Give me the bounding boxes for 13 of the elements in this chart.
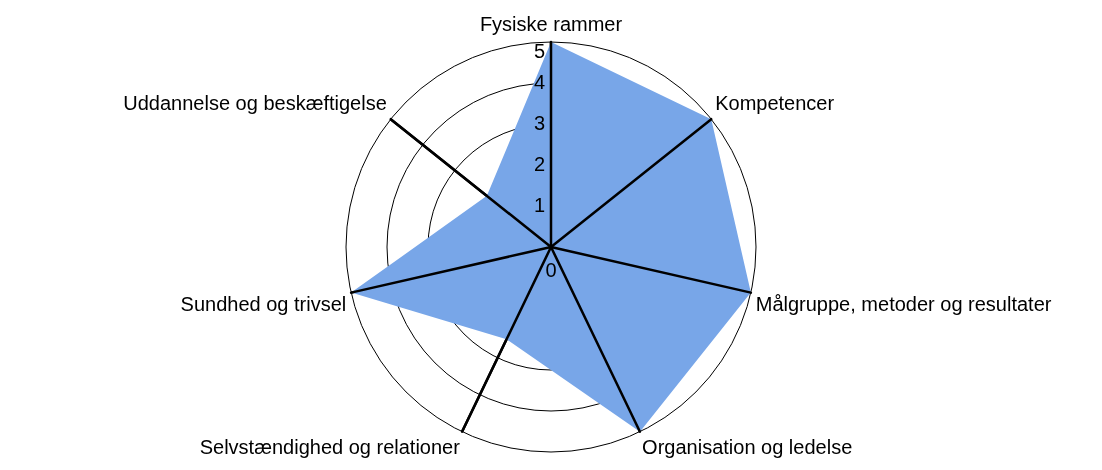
spoke-label: Uddannelse og beskæftigelse [123, 91, 387, 114]
y-tick-label: 1 [533, 193, 545, 216]
spoke-label: Organisation og ledelse [642, 435, 853, 458]
spoke-label: Sundhed og trivsel [180, 293, 347, 316]
spoke-label: Fysiske rammer [479, 12, 623, 35]
y-tick-label: 4 [533, 70, 545, 93]
y-tick-label: 2 [533, 152, 545, 175]
y-tick-label: 5 [533, 39, 545, 62]
y-tick-label: 0 [545, 258, 557, 281]
spoke-label: Selvstændighed og relationer [199, 435, 461, 458]
y-tick-label: 3 [533, 111, 545, 134]
spoke-label: Målgruppe, metoder og resultater [755, 293, 1052, 316]
spoke-label: Kompetencer [715, 91, 835, 114]
